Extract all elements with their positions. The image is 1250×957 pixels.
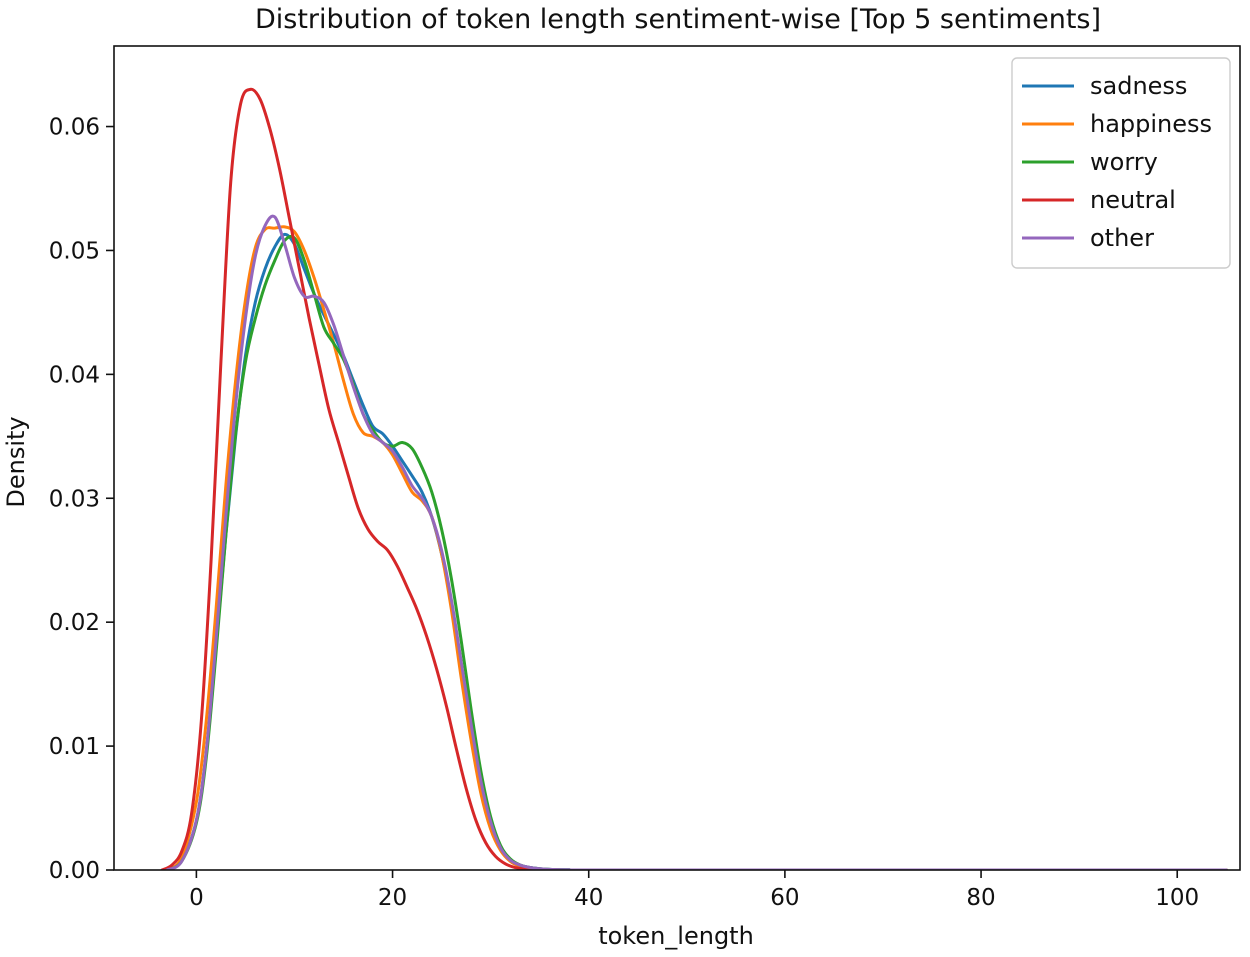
y-axis-label: Density [2,416,30,507]
y-tick-label: 0.05 [49,238,100,264]
x-tick-label: 100 [1155,885,1199,911]
y-tick-label: 0.02 [49,610,100,636]
y-tick-label: 0.00 [49,858,100,884]
legend-label-other: other [1090,224,1154,252]
axes: 0 20 40 60 80 100 0.00 0.01 0.02 0.03 0.04 0.05 0.06 [49,45,1241,911]
legend-label-worry: worry [1090,148,1158,176]
legend-label-neutral: neutral [1090,186,1176,214]
y-tick-label: 0.01 [49,734,100,760]
legend-box [1011,57,1231,269]
series-line-other [165,214,1228,870]
legend: sadness happiness worry neutral other [1011,57,1231,269]
y-tick-label: 0.04 [49,362,100,388]
x-tick-label: 60 [770,885,799,911]
series-line-neutral [160,87,1228,870]
series-lines [160,87,1228,870]
x-tick-label: 20 [378,885,407,911]
chart-title: Distribution of token length sentiment-w… [255,4,1101,35]
x-tick-label: 0 [189,885,204,911]
x-axis-label: token_length [598,922,754,950]
legend-label-happiness: happiness [1090,110,1212,138]
y-tick-label: 0.03 [49,486,100,512]
legend-label-sadness: sadness [1090,72,1187,100]
plot-frame [113,45,1241,871]
x-tick-label: 80 [966,885,995,911]
y-tick-label: 0.06 [49,115,100,141]
x-tick-label: 40 [574,885,603,911]
